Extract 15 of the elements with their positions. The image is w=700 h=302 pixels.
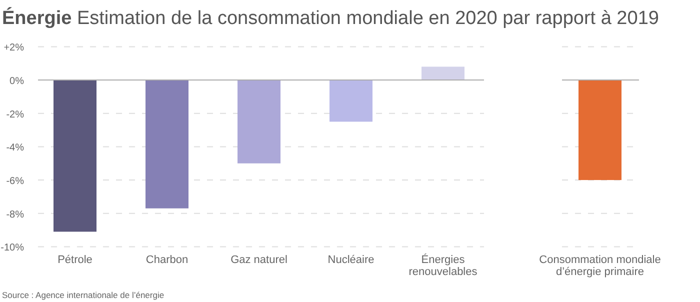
x-tick-label: Pétrole (58, 254, 92, 266)
y-tick-label: -6% (6, 176, 24, 188)
y-tick-label: -4% (6, 142, 24, 154)
y-tick-label: -2% (6, 109, 24, 120)
source-note: Source : Agence internationale de l’énergie (2, 290, 164, 300)
x-tick-label: Charbon (146, 254, 188, 266)
x-tick-label: Nucléaire (328, 254, 374, 266)
x-tick-label: Consommation mondiale d’énergie primaire (539, 254, 661, 278)
y-tick-label: +2% (4, 42, 24, 54)
y-tick-label: -8% (6, 209, 24, 220)
x-tick-label: Énergies renouvelables (408, 253, 478, 278)
x-tick-label: Gaz naturel (230, 254, 288, 266)
y-tick-label: -10% (0, 242, 24, 254)
chart-title: Énergie Estimation de la consommation mondiale en 2020 par rapport à 2019 (2, 7, 659, 29)
y-tick-label: 0% (10, 76, 24, 88)
